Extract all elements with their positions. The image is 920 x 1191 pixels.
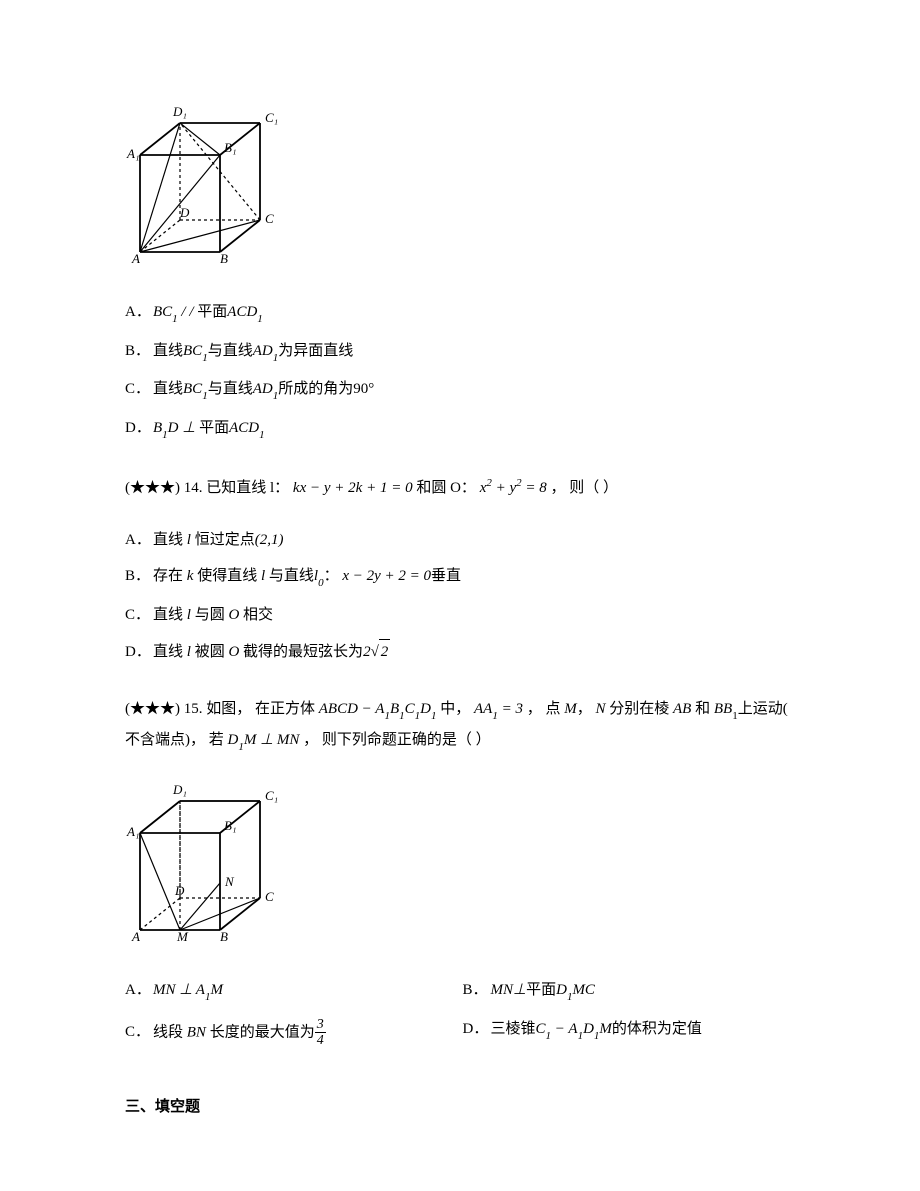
option-label: B． — [125, 339, 153, 363]
q14-suffix: ， 则（ ） — [551, 480, 619, 496]
section-3-title: 三、填空题 — [125, 1095, 800, 1119]
svg-text:B₁: B₁ — [224, 818, 236, 833]
q15-options: A． MN ⊥ A1M B． MN⊥平面D1MC C． 线段 BN 长度的最大值… — [125, 978, 800, 1060]
svg-text:N: N — [224, 874, 235, 889]
option-label: A． — [125, 978, 153, 1002]
q15-option-d: D． 三棱锥C1 − A1D1M的体积为定值 — [463, 1017, 801, 1049]
svg-text:A₁: A₁ — [126, 824, 139, 839]
q14-eq1: kx − y + 2k + 1 = 0 — [293, 480, 413, 496]
option-label: C． — [125, 603, 153, 627]
option-text: MN ⊥ A1M — [153, 978, 223, 1005]
svg-text:B₁: B₁ — [224, 140, 236, 155]
option-text: 直线BC1与直线AD1所成的角为90° — [153, 377, 374, 404]
q15-option-c: C． 线段 BN 长度的最大值为34 — [125, 1017, 463, 1049]
option-label: A． — [125, 528, 153, 552]
q15-perp: D1M ⊥ MN — [228, 732, 300, 748]
q14-eq2: x2 + y2 = 8 — [480, 480, 547, 496]
option-label: C． — [125, 1020, 153, 1044]
option-text: BC1 / / 平面ACD1 — [153, 300, 263, 327]
stars-prefix: (★★★) 14. 已知直线 l： — [125, 480, 289, 496]
q15-line2-pre: 不含端点)， 若 — [125, 732, 228, 748]
option-label: D． — [125, 640, 153, 664]
q15-aa1: AA1 = 3 — [474, 701, 523, 717]
q14-stem: (★★★) 14. 已知直线 l： kx − y + 2k + 1 = 0 和圆… — [125, 472, 800, 503]
option-label: C． — [125, 377, 153, 401]
svg-text:D₁: D₁ — [172, 782, 187, 797]
option-text: B1D ⊥ 平面ACD1 — [153, 416, 265, 443]
option-label: B． — [463, 978, 491, 1002]
option-label: A． — [125, 300, 153, 324]
q14-options: A． 直线 l 恒过定点(2,1) B． 存在 k 使得直线 l 与直线l0： … — [125, 528, 800, 664]
svg-text:D: D — [179, 205, 190, 220]
svg-text:A: A — [131, 929, 140, 944]
cube-svg-2: D₁ C₁ A₁ B₁ D C A B M N — [125, 778, 285, 948]
svg-text:C: C — [265, 889, 274, 904]
q14-mid: 和圆 O： — [416, 480, 476, 496]
option-label: B． — [125, 564, 153, 588]
cube-figure-2: D₁ C₁ A₁ B₁ D C A B M N — [125, 778, 800, 948]
cube-svg-1: D₁ C₁ A₁ B₁ D C A B — [125, 100, 285, 270]
q15-mid2: ， 点 M， N 分别在棱 AB 和 BB1上运动( — [527, 701, 788, 717]
svg-text:M: M — [176, 929, 189, 944]
q13-options: A． BC1 / / 平面ACD1 B． 直线BC1与直线AD1为异面直线 C．… — [125, 300, 800, 442]
q15-mid1: 中， — [440, 701, 470, 717]
q13-option-c: C． 直线BC1与直线AD1所成的角为90° — [125, 377, 800, 404]
option-label: D． — [125, 416, 153, 440]
option-text: 直线 l 被圆 O 截得的最短弦长为22 — [153, 639, 390, 664]
option-text: 存在 k 使得直线 l 与直线l0： x − 2y + 2 = 0垂直 — [153, 564, 461, 591]
svg-text:D₁: D₁ — [172, 104, 187, 119]
option-label: D． — [463, 1017, 491, 1041]
cube-figure-1: D₁ C₁ A₁ B₁ D C A B — [125, 100, 800, 270]
svg-text:A: A — [131, 251, 140, 266]
svg-text:C: C — [265, 211, 274, 226]
option-text: MN⊥平面D1MC — [491, 978, 595, 1005]
q14-option-c: C． 直线 l 与圆 O 相交 — [125, 603, 800, 627]
q15-cube: ABCD − A1B1C1D1 — [319, 701, 437, 717]
svg-text:B: B — [220, 929, 228, 944]
svg-text:D: D — [174, 883, 185, 898]
q15-stem: (★★★) 15. 如图， 在正方体 ABCD − A1B1C1D1 中， AA… — [125, 694, 800, 756]
q13-option-b: B． 直线BC1与直线AD1为异面直线 — [125, 339, 800, 366]
option-text: 直线 l 恒过定点(2,1) — [153, 528, 283, 552]
q15-option-a: A． MN ⊥ A1M — [125, 978, 463, 1005]
svg-text:A₁: A₁ — [126, 146, 139, 161]
option-text: 直线BC1与直线AD1为异面直线 — [153, 339, 353, 366]
q15-line2-post: ， 则下列命题正确的是（ ） — [303, 732, 491, 748]
option-text: 直线 l 与圆 O 相交 — [153, 603, 273, 627]
q15-option-b: B． MN⊥平面D1MC — [463, 978, 801, 1005]
q13-option-a: A． BC1 / / 平面ACD1 — [125, 300, 800, 327]
svg-text:C₁: C₁ — [265, 110, 278, 125]
option-text: 线段 BN 长度的最大值为34 — [153, 1017, 326, 1049]
svg-text:C₁: C₁ — [265, 788, 278, 803]
option-text: 三棱锥C1 − A1D1M的体积为定值 — [491, 1017, 702, 1044]
q13-option-d: D． B1D ⊥ 平面ACD1 — [125, 416, 800, 443]
q14-option-a: A． 直线 l 恒过定点(2,1) — [125, 528, 800, 552]
q15-prefix: (★★★) 15. 如图， 在正方体 — [125, 701, 319, 717]
svg-text:B: B — [220, 251, 228, 266]
q14-option-d: D． 直线 l 被圆 O 截得的最短弦长为22 — [125, 639, 800, 664]
q14-option-b: B． 存在 k 使得直线 l 与直线l0： x − 2y + 2 = 0垂直 — [125, 564, 800, 591]
